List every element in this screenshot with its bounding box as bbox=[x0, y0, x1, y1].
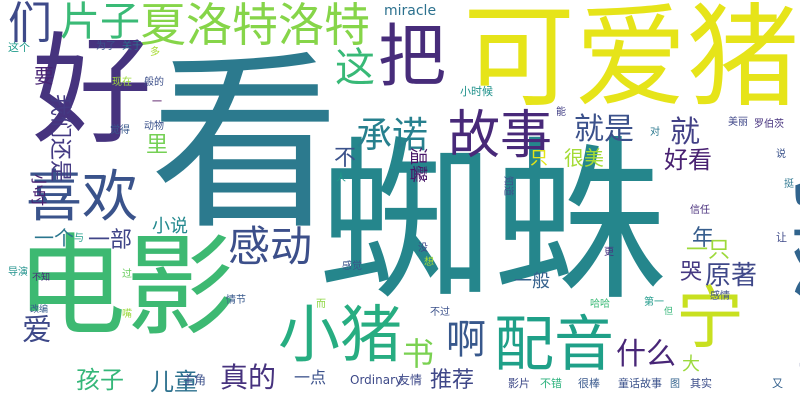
word: 让 bbox=[776, 231, 787, 244]
word: 小猪 bbox=[278, 298, 403, 371]
word: 美丽 bbox=[728, 117, 748, 128]
word: 故事 bbox=[448, 106, 553, 166]
word: 一 bbox=[152, 97, 162, 108]
word: 什么 bbox=[616, 337, 676, 372]
word: 这 bbox=[335, 45, 375, 91]
word: miracle bbox=[384, 3, 437, 19]
word: 里 bbox=[146, 133, 169, 158]
word: 罗伯茨 bbox=[754, 119, 784, 130]
word: 一般 bbox=[514, 271, 550, 292]
word: Ordinary bbox=[350, 373, 403, 387]
word: 真的 bbox=[220, 361, 277, 394]
word: 原著 bbox=[705, 261, 758, 291]
word: 般的 bbox=[144, 77, 164, 88]
word: 第一 bbox=[644, 297, 664, 308]
word: 时候 bbox=[782, 138, 800, 298]
word: 温馨 bbox=[407, 147, 428, 183]
word: 就 bbox=[670, 115, 700, 150]
word: 儿童 bbox=[150, 368, 198, 396]
word: 知道 bbox=[502, 176, 513, 196]
word: 一点 bbox=[294, 368, 327, 387]
word: 童话 bbox=[792, 292, 800, 392]
word: 人 bbox=[336, 173, 346, 184]
word: 就是 bbox=[574, 112, 634, 147]
word: 爱 bbox=[22, 313, 52, 348]
word: 图 bbox=[670, 379, 680, 390]
word: 哭 bbox=[680, 260, 703, 285]
word: 改编 bbox=[30, 305, 49, 315]
word: 我们还是 bbox=[47, 94, 72, 183]
word: 现在 bbox=[112, 77, 132, 88]
word: 宁 bbox=[676, 280, 745, 359]
word: 觉得 bbox=[110, 125, 130, 136]
word: 其实 bbox=[690, 377, 712, 390]
word: 主角 bbox=[182, 373, 207, 387]
word: 很美 bbox=[564, 146, 604, 170]
word: 但 bbox=[664, 307, 674, 317]
word: 只 bbox=[530, 148, 548, 169]
word: 一只 bbox=[686, 238, 731, 263]
word: 导演 bbox=[8, 267, 28, 278]
word: 这个 bbox=[8, 41, 30, 54]
word: 看 bbox=[150, 34, 341, 255]
word: 而 bbox=[316, 299, 326, 310]
word: 可爱猪 bbox=[463, 0, 799, 123]
word: 关于 bbox=[122, 41, 142, 52]
word: 小说 bbox=[152, 216, 188, 237]
word: 不 bbox=[334, 146, 357, 171]
word: 年 bbox=[692, 226, 715, 251]
word: 书 bbox=[402, 335, 435, 373]
word: 小时 bbox=[29, 174, 48, 207]
word: 更 bbox=[604, 247, 614, 258]
word: 推荐 bbox=[430, 368, 475, 393]
word: 配音 bbox=[494, 310, 614, 380]
word: 说 bbox=[776, 149, 786, 160]
word: 与 bbox=[74, 233, 84, 244]
word: 一个 bbox=[34, 226, 74, 250]
word: 大 bbox=[682, 354, 700, 375]
word: 不错 bbox=[540, 377, 562, 390]
word: 夏洛特洛特 bbox=[140, 0, 370, 52]
word: 要 bbox=[34, 64, 54, 88]
word: 不过 bbox=[430, 307, 450, 318]
word: 又 bbox=[772, 377, 783, 390]
word: 啊 bbox=[446, 317, 486, 363]
word: 哈哈 bbox=[590, 299, 610, 310]
word: 想 bbox=[424, 257, 434, 268]
word: 影片 bbox=[508, 377, 530, 390]
word: 们 bbox=[8, 0, 52, 49]
word: 片子 bbox=[60, 0, 140, 45]
word: 友情 bbox=[398, 373, 423, 387]
word: 挺 bbox=[784, 179, 794, 190]
word: 喜欢 bbox=[26, 165, 138, 230]
word: 多 bbox=[150, 47, 160, 58]
word: 承诺 bbox=[356, 115, 429, 156]
word: 童话故事 bbox=[618, 377, 662, 390]
word: 对 bbox=[650, 127, 660, 138]
word: 感觉 bbox=[342, 261, 362, 272]
word: 感情 bbox=[710, 291, 730, 302]
word: 感动 bbox=[228, 222, 313, 271]
word: 小时候 bbox=[460, 85, 493, 98]
word: 蜘蛛 bbox=[318, 122, 668, 325]
word: 动物 bbox=[144, 121, 164, 132]
word: 一部 bbox=[88, 228, 133, 253]
word: 为了 bbox=[96, 41, 116, 52]
word: 信任 bbox=[690, 205, 710, 216]
word: 好看 bbox=[664, 146, 712, 174]
word: 不知 bbox=[32, 273, 51, 283]
word: 把 bbox=[378, 18, 447, 97]
word: 孩子 bbox=[76, 366, 124, 394]
word: 好 bbox=[32, 22, 152, 161]
word: 过 bbox=[122, 269, 132, 280]
word: 没 bbox=[418, 243, 428, 254]
word: 能 bbox=[556, 107, 566, 118]
word: 嘴 bbox=[122, 309, 132, 320]
word: 很棒 bbox=[578, 377, 600, 390]
word: 电影 bbox=[16, 223, 236, 351]
word: 情节 bbox=[226, 295, 246, 306]
